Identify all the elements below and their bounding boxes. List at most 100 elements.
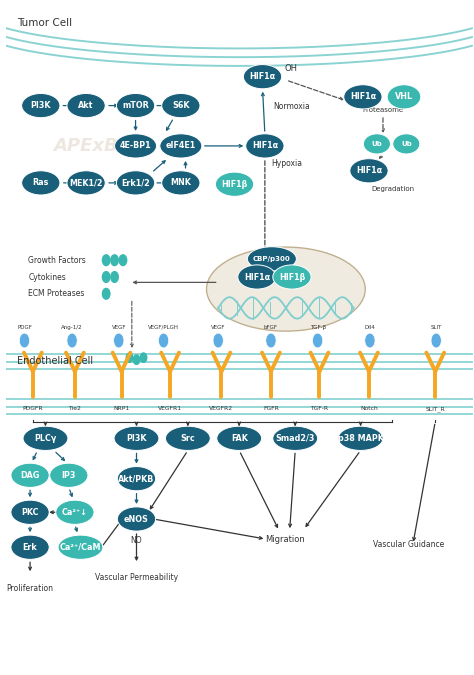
Text: Tumor Cell: Tumor Cell [18, 18, 73, 28]
Text: eIF4E1: eIF4E1 [166, 142, 196, 151]
Text: VEGF: VEGF [211, 325, 226, 330]
Text: TGF-β: TGF-β [310, 325, 326, 330]
Ellipse shape [246, 134, 284, 158]
Circle shape [158, 333, 169, 348]
Ellipse shape [215, 172, 254, 196]
Text: Ub: Ub [401, 141, 412, 147]
Text: Akt/PKB: Akt/PKB [118, 474, 155, 483]
Text: Hypoxia: Hypoxia [271, 159, 302, 168]
Ellipse shape [118, 466, 155, 491]
Text: Ub: Ub [372, 141, 383, 147]
Ellipse shape [67, 171, 105, 195]
Circle shape [111, 255, 118, 265]
Text: Cytokines: Cytokines [28, 273, 66, 281]
Ellipse shape [273, 265, 311, 289]
Ellipse shape [114, 426, 159, 450]
Text: PKC: PKC [21, 508, 39, 517]
Ellipse shape [344, 85, 382, 109]
Text: Normoxia: Normoxia [273, 102, 310, 111]
Ellipse shape [117, 93, 155, 117]
Ellipse shape [117, 171, 155, 195]
Text: MNK: MNK [171, 178, 191, 188]
Text: Proliferation: Proliferation [7, 584, 54, 593]
Ellipse shape [56, 500, 94, 524]
Ellipse shape [67, 93, 105, 117]
Text: VEGFR1: VEGFR1 [158, 406, 182, 411]
Text: VEGF/PLGH: VEGF/PLGH [148, 325, 179, 330]
Circle shape [133, 355, 140, 364]
Text: Endothelial Cell: Endothelial Cell [18, 356, 93, 367]
Text: SLIT: SLIT [430, 325, 442, 330]
Ellipse shape [338, 426, 383, 450]
Circle shape [111, 271, 118, 282]
Text: PI3K: PI3K [30, 101, 51, 110]
Text: Erk1/2: Erk1/2 [121, 178, 150, 188]
Text: HIF1α: HIF1α [249, 72, 275, 81]
Circle shape [102, 255, 110, 265]
Circle shape [102, 288, 110, 299]
Text: Degradation: Degradation [372, 186, 415, 192]
Ellipse shape [118, 507, 155, 531]
Ellipse shape [11, 463, 49, 487]
Text: Akt: Akt [78, 101, 94, 110]
Text: bFGF: bFGF [264, 325, 278, 330]
Text: VHL: VHL [395, 92, 413, 101]
Text: 4E-BP1: 4E-BP1 [120, 142, 151, 151]
Circle shape [19, 333, 29, 348]
Circle shape [312, 333, 323, 348]
Circle shape [126, 353, 133, 362]
Text: eNOS: eNOS [124, 514, 149, 524]
Text: NRP1: NRP1 [113, 406, 130, 411]
Text: MEK1/2: MEK1/2 [69, 178, 103, 188]
Text: PLCγ: PLCγ [34, 434, 57, 443]
Ellipse shape [58, 535, 103, 560]
Text: Ca²⁺/CaM: Ca²⁺/CaM [60, 543, 101, 551]
Circle shape [140, 353, 147, 362]
Ellipse shape [207, 247, 365, 331]
Text: DAG: DAG [20, 470, 40, 480]
Ellipse shape [160, 134, 202, 158]
Text: FGFR: FGFR [263, 406, 279, 411]
Ellipse shape [22, 171, 60, 195]
Ellipse shape [273, 426, 318, 450]
Ellipse shape [238, 265, 276, 289]
Circle shape [431, 333, 441, 348]
Circle shape [102, 271, 110, 282]
Ellipse shape [50, 463, 88, 487]
Text: Notch: Notch [360, 406, 378, 411]
Text: IP3: IP3 [62, 470, 76, 480]
Text: TGF-R: TGF-R [310, 406, 328, 411]
Text: Ang-1/2: Ang-1/2 [61, 325, 83, 330]
Circle shape [213, 333, 223, 348]
Text: Vascular Permeability: Vascular Permeability [95, 573, 178, 582]
Ellipse shape [162, 171, 200, 195]
Text: SLIT_R: SLIT_R [425, 406, 445, 412]
Text: NO: NO [131, 536, 142, 545]
Text: Vascular Guidance: Vascular Guidance [373, 540, 444, 549]
Text: Dll4: Dll4 [365, 325, 375, 330]
Text: Migration: Migration [265, 535, 305, 543]
Text: HIF1β: HIF1β [279, 273, 305, 281]
Ellipse shape [22, 93, 60, 117]
Text: CBP/p300: CBP/p300 [253, 256, 291, 262]
Text: PI3K: PI3K [126, 434, 147, 443]
Ellipse shape [165, 426, 210, 450]
Ellipse shape [115, 134, 156, 158]
Text: S6K: S6K [172, 101, 190, 110]
Ellipse shape [11, 535, 49, 560]
Text: Growth Factors: Growth Factors [28, 256, 86, 265]
Ellipse shape [387, 85, 421, 109]
Text: VEGFR2: VEGFR2 [210, 406, 234, 411]
Text: Tie2: Tie2 [68, 406, 82, 411]
Text: VEGF: VEGF [111, 325, 126, 330]
Text: PDGFR: PDGFR [23, 406, 43, 411]
Circle shape [266, 333, 276, 348]
Ellipse shape [393, 134, 420, 154]
Ellipse shape [162, 93, 200, 117]
Circle shape [365, 333, 375, 348]
Text: ECM Proteases: ECM Proteases [28, 290, 84, 298]
Text: HIF1α: HIF1α [252, 142, 278, 151]
Text: HIF1α: HIF1α [350, 92, 376, 101]
Ellipse shape [217, 426, 262, 450]
Text: OH: OH [284, 64, 298, 74]
